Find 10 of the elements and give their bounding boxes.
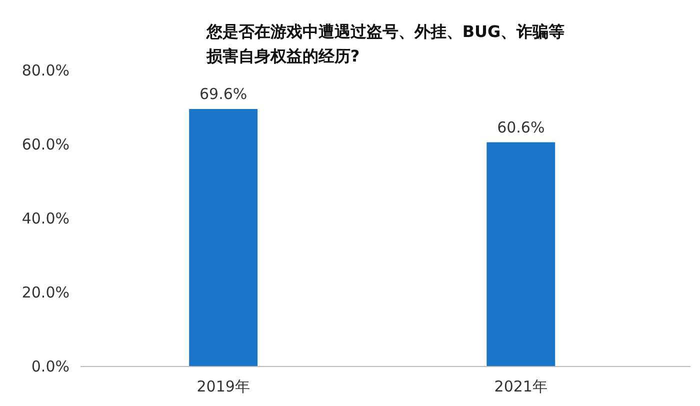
y-tick-label: 20.0% — [22, 284, 70, 302]
y-tick-label: 40.0% — [22, 210, 70, 228]
x-tick-label: 2021年 — [494, 378, 548, 396]
x-tick-label: 2019年 — [196, 378, 250, 396]
data-label: 69.6% — [200, 84, 248, 103]
y-tick-label: 60.0% — [22, 136, 70, 154]
data-label: 60.6% — [497, 118, 545, 136]
y-tick-label: 0.0% — [31, 358, 70, 376]
chart-title: 您是否在游戏中遭遇过盗号、外挂、BUG、诈骗等损害自身权益的经历? — [205, 22, 565, 66]
y-tick-label: 80.0% — [22, 62, 70, 80]
